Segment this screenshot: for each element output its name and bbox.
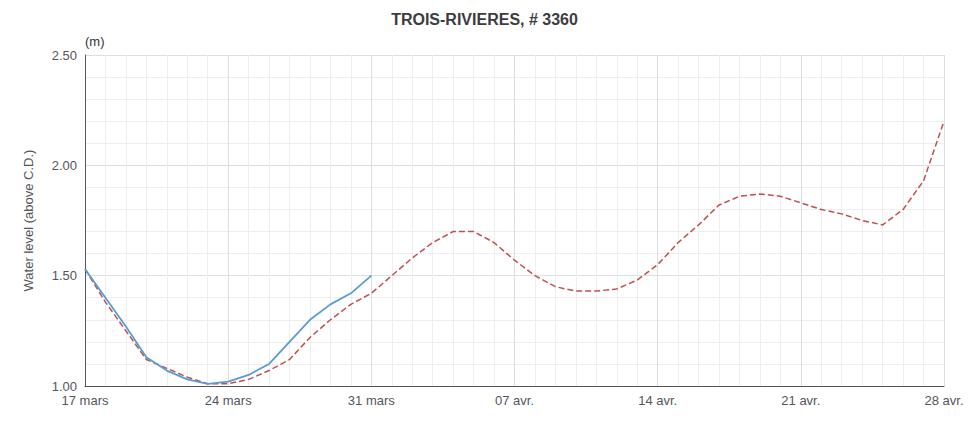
svg-text:31 mars: 31 mars bbox=[348, 393, 395, 408]
svg-text:28 avr.: 28 avr. bbox=[924, 393, 963, 408]
svg-text:24 mars: 24 mars bbox=[205, 393, 252, 408]
svg-text:14 avr.: 14 avr. bbox=[638, 393, 677, 408]
svg-text:Water level (above C.D.): Water level (above C.D.) bbox=[21, 150, 36, 292]
svg-text:1.00: 1.00 bbox=[52, 379, 77, 394]
svg-text:(m): (m) bbox=[85, 34, 105, 49]
svg-text:1.50: 1.50 bbox=[52, 268, 77, 283]
svg-text:17 mars: 17 mars bbox=[62, 393, 109, 408]
svg-text:2.50: 2.50 bbox=[52, 48, 77, 63]
svg-text:07 avr.: 07 avr. bbox=[495, 393, 534, 408]
svg-text:2.00: 2.00 bbox=[52, 158, 77, 173]
svg-text:TROIS-RIVIERES, # 3360: TROIS-RIVIERES, # 3360 bbox=[391, 11, 578, 28]
svg-text:21 avr.: 21 avr. bbox=[781, 393, 820, 408]
